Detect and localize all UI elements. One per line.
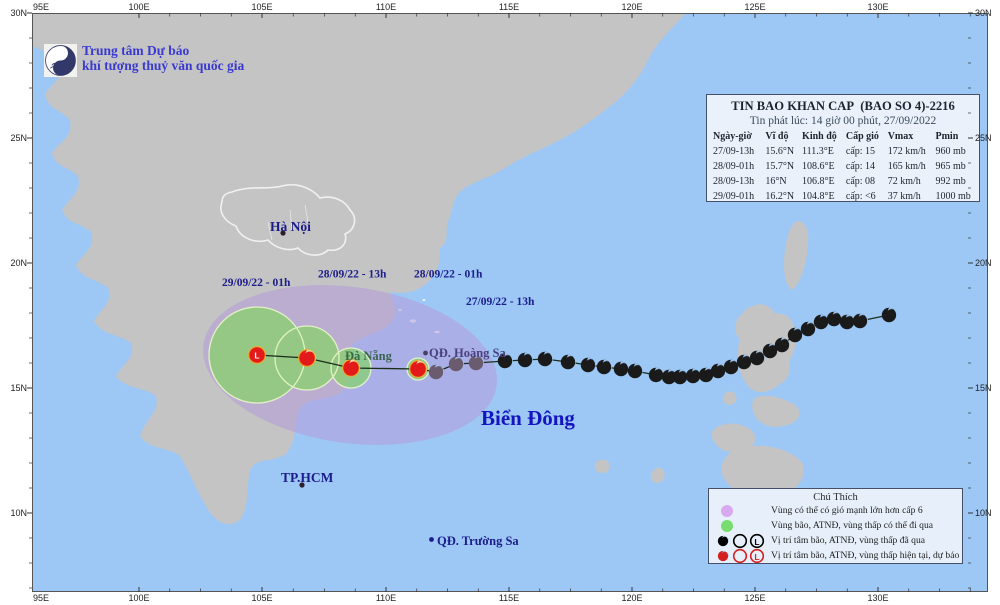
svg-text:105E: 105E [251, 593, 272, 603]
svg-text:20N: 20N [10, 258, 27, 268]
svg-text:25N: 25N [975, 133, 992, 143]
svg-text:120E: 120E [621, 2, 642, 12]
svg-text:110E: 110E [376, 2, 396, 12]
svg-text:100E: 100E [128, 593, 149, 603]
svg-text:115E: 115E [499, 593, 519, 603]
svg-text:115E: 115E [499, 2, 519, 12]
svg-text:10N: 10N [975, 508, 992, 518]
svg-text:130E: 130E [867, 2, 888, 12]
svg-text:15N: 15N [975, 383, 992, 393]
svg-text:110E: 110E [376, 593, 396, 603]
svg-text:25N: 25N [10, 133, 27, 143]
svg-text:105E: 105E [251, 2, 272, 12]
svg-text:95E: 95E [33, 2, 49, 12]
svg-text:30N: 30N [10, 8, 27, 18]
svg-text:130E: 130E [867, 593, 888, 603]
svg-text:125E: 125E [744, 593, 765, 603]
svg-text:30N: 30N [975, 8, 992, 18]
svg-text:100E: 100E [128, 2, 149, 12]
svg-text:95E: 95E [33, 593, 49, 603]
svg-text:20N: 20N [975, 258, 992, 268]
svg-text:10N: 10N [10, 508, 27, 518]
svg-text:120E: 120E [621, 593, 642, 603]
svg-text:15N: 15N [10, 383, 27, 393]
svg-text:125E: 125E [744, 2, 765, 12]
